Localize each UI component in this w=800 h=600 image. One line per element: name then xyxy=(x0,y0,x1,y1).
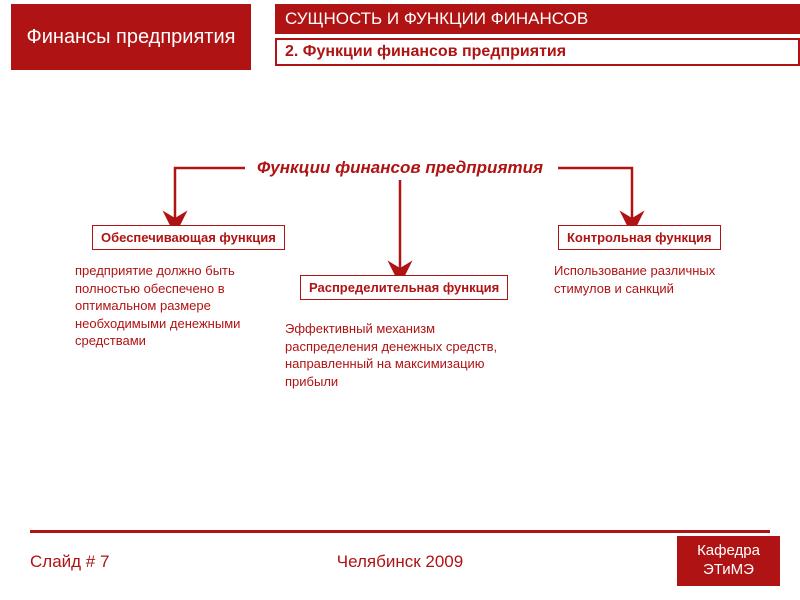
diagram-title: Функции финансов предприятия xyxy=(240,158,560,178)
diagram-node-desc: Использование различных стимулов и санкц… xyxy=(554,262,774,297)
header-subsection-title: 2. Функции финансов предприятия xyxy=(275,38,800,66)
diagram-node: Обеспечивающая функция xyxy=(92,225,285,250)
diagram-node-desc: Эффективный механизм распределения денеж… xyxy=(285,320,505,390)
diagram-node: Контрольная функция xyxy=(558,225,721,250)
footer-department-box: Кафедра ЭТиМЭ xyxy=(677,536,780,586)
footer-divider xyxy=(30,530,770,533)
diagram-node: Распределительная функция xyxy=(300,275,508,300)
diagram-node-desc: предприятие должно быть полностью обеспе… xyxy=(75,262,295,350)
header-left-title: Финансы предприятия xyxy=(11,4,251,70)
header-section-title: СУЩНОСТЬ И ФУНКЦИИ ФИНАНСОВ xyxy=(275,4,800,34)
